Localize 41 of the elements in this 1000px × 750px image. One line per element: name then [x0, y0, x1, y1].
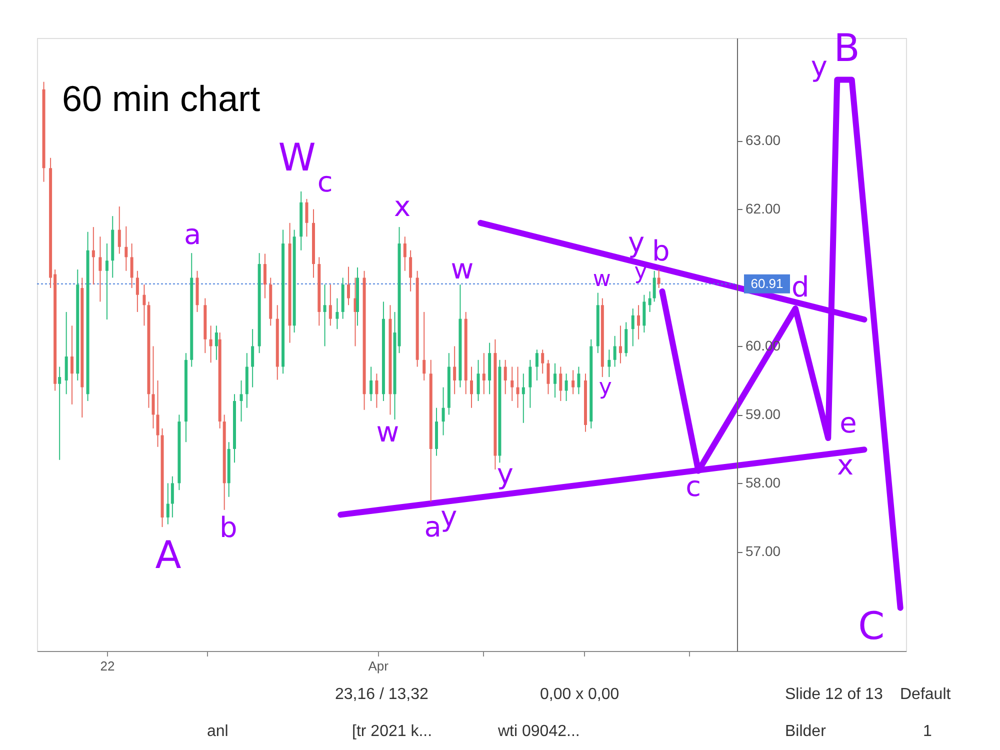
annotation: x [836, 448, 854, 482]
y-tick-label: 62.00 [746, 200, 781, 217]
annotation: c [686, 470, 702, 503]
text: 1 [923, 723, 932, 740]
annotation: A [155, 533, 182, 578]
x-tick-label: 22 [100, 658, 115, 674]
annotation: e [840, 406, 857, 440]
text: 0,00 x 0,00 [540, 686, 620, 703]
annotation: C [858, 604, 885, 648]
annotation: x [394, 190, 411, 224]
text: Default [900, 686, 952, 703]
annotation: a [184, 218, 202, 252]
annotation: w [450, 252, 474, 286]
annotation: y [496, 457, 514, 490]
text: Bilder [785, 723, 827, 740]
annotation: B [834, 26, 860, 70]
annotation: w [376, 416, 400, 448]
text: Slide 12 of 13 [785, 686, 883, 703]
annotation: y [440, 500, 458, 534]
annotation: b [652, 234, 670, 268]
annotation: W [278, 135, 316, 180]
y-tick-label: 57.00 [746, 543, 781, 560]
x-tick-label: Apr [368, 658, 390, 674]
y-tick-label: 59.00 [746, 406, 781, 422]
text: [tr 2021 k... [352, 723, 432, 740]
annotation: y [634, 259, 648, 284]
annotation: b [219, 510, 238, 544]
text: wti 09042... [497, 723, 580, 740]
text: 60 min chart [62, 78, 260, 119]
annotation: c [317, 165, 333, 198]
annotation: y [628, 226, 645, 259]
annotation: w [592, 266, 611, 292]
annotation: y [810, 50, 828, 83]
annotation: a [424, 510, 442, 544]
ref-line-label: 60.91 [750, 276, 784, 291]
text: anl [207, 723, 228, 740]
y-tick-label: 58.00 [746, 474, 781, 491]
annotation: d [792, 270, 810, 304]
y-tick-label: 63.00 [746, 132, 781, 148]
text: 23,16 / 13,32 [335, 686, 429, 703]
annotation: y [598, 375, 612, 400]
